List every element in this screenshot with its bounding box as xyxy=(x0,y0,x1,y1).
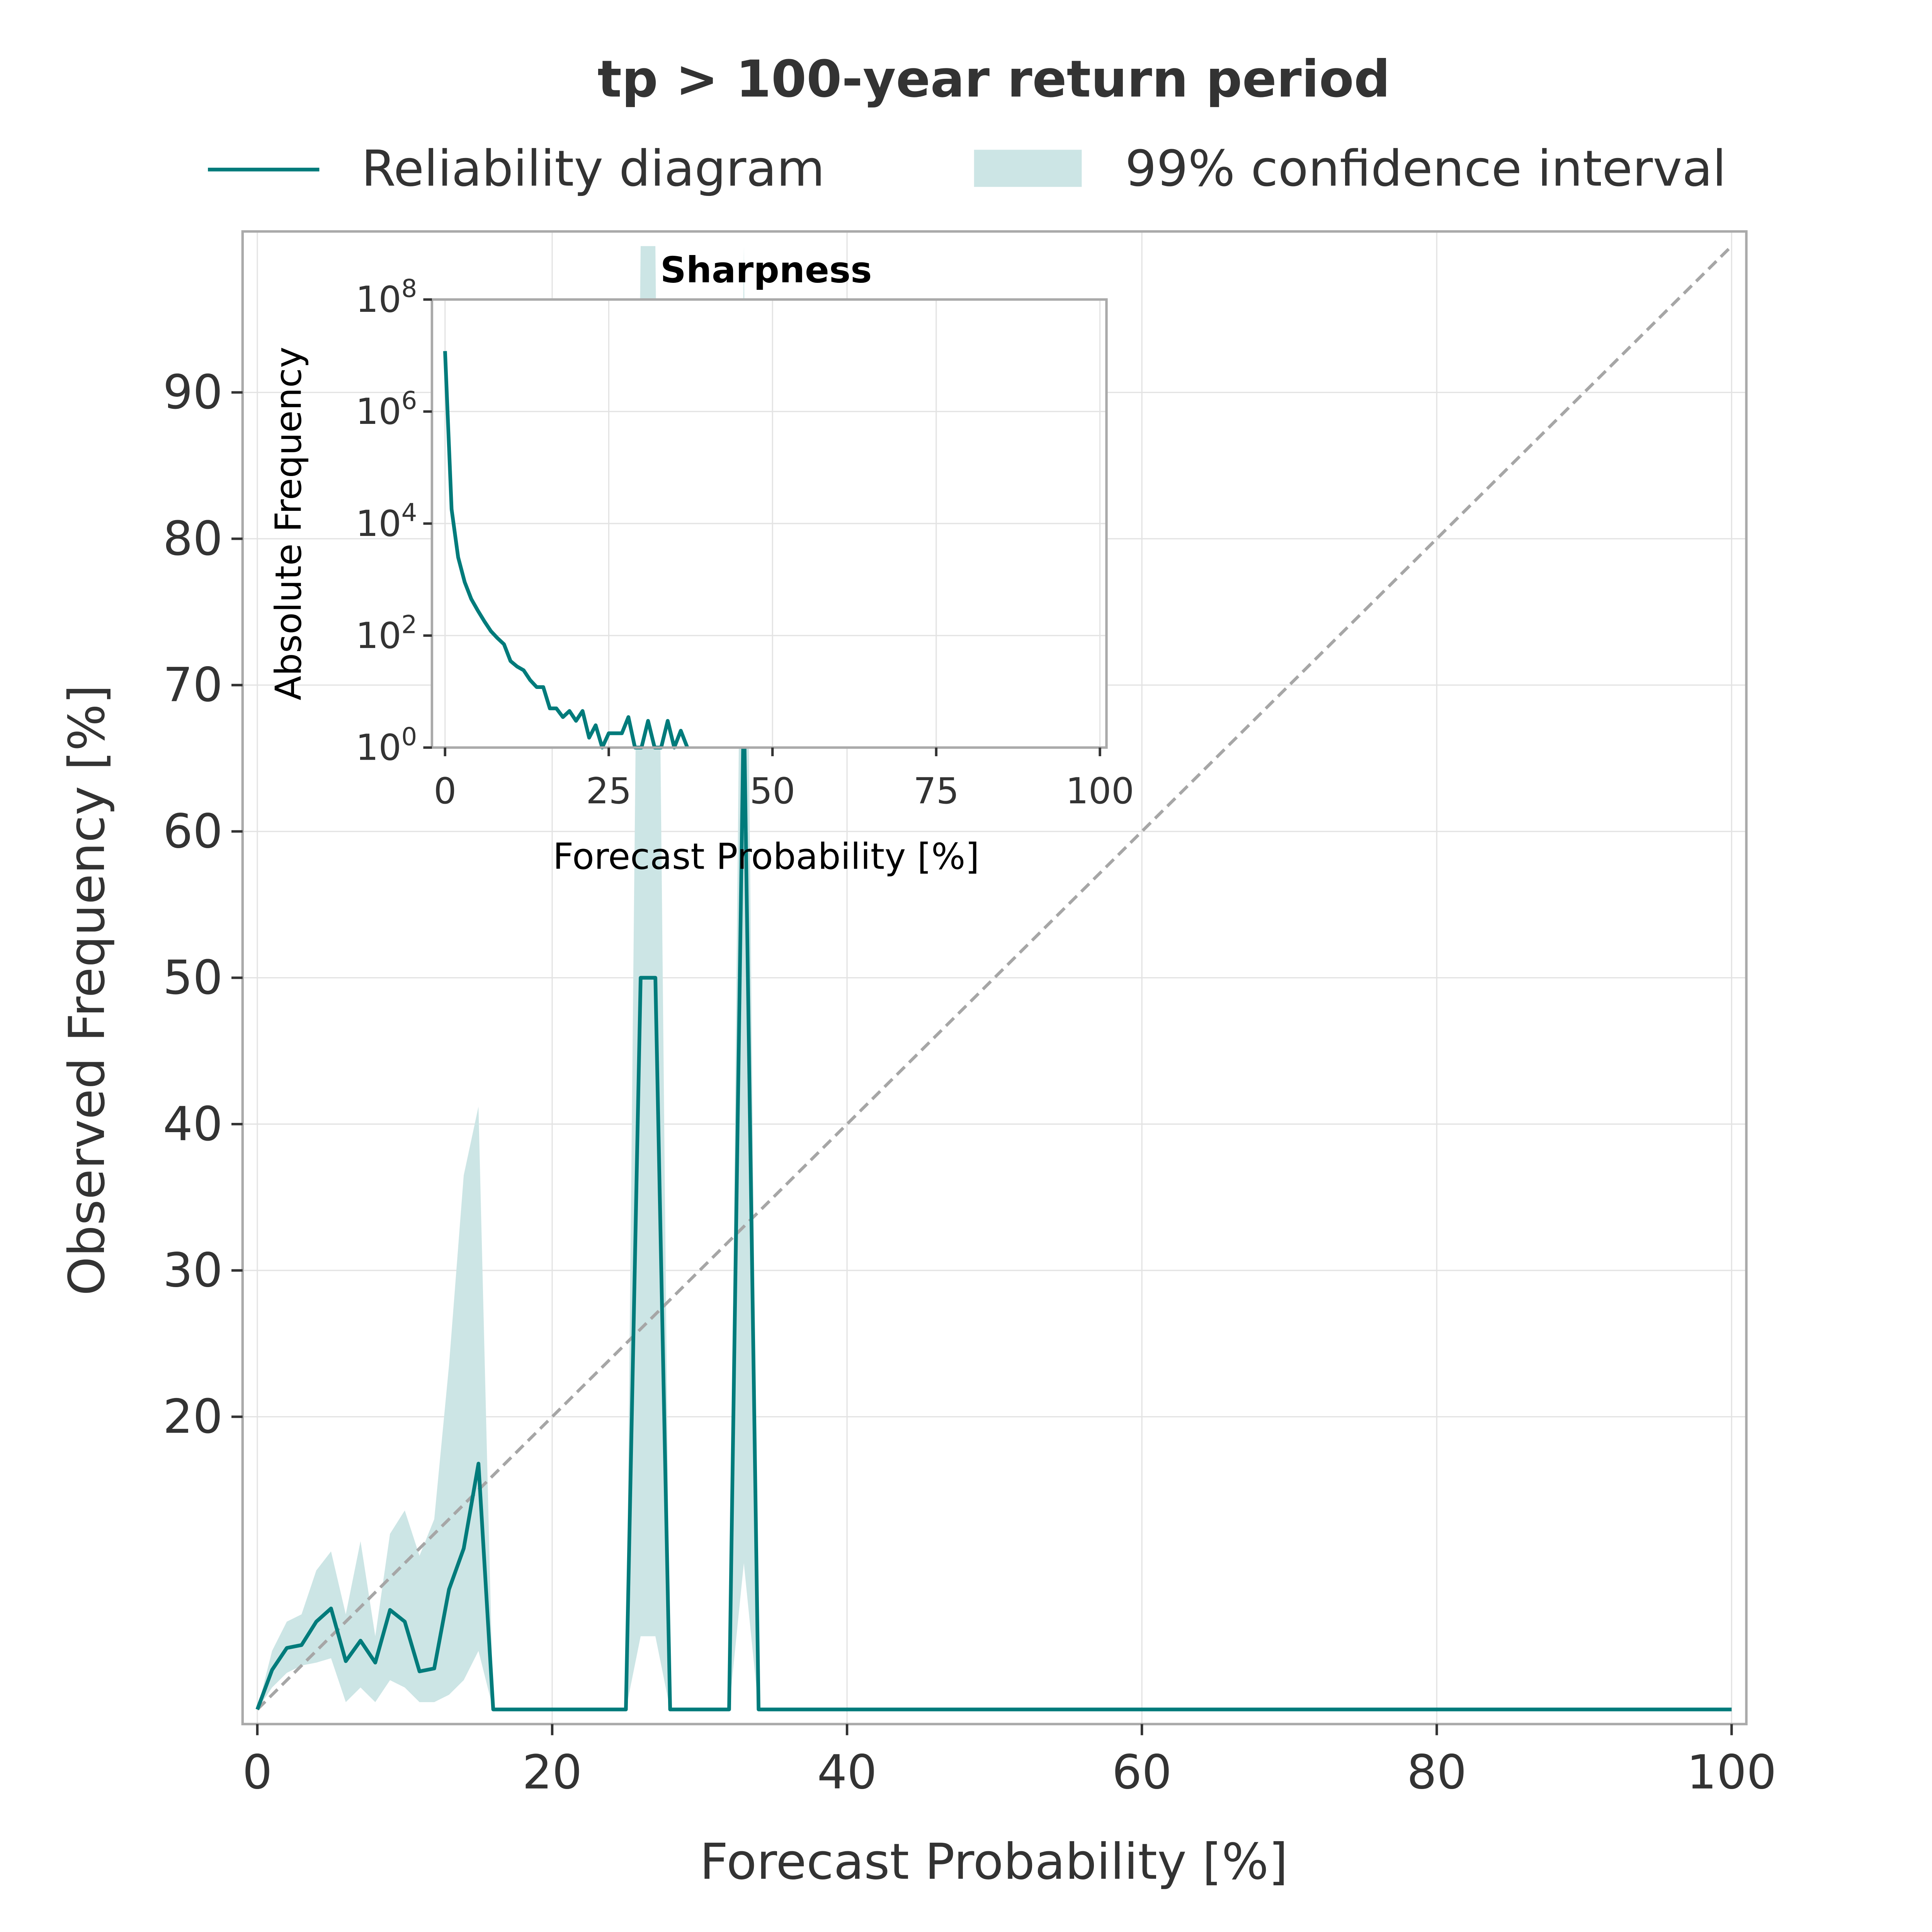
main-y-tick-label: 90 xyxy=(163,365,223,420)
inset-x-tick-label: 75 xyxy=(913,770,959,812)
confidence-band xyxy=(257,246,1732,1710)
inset-x-ticks: 0 25 50 75 100 xyxy=(434,747,1134,812)
main-y-ticks: 20 30 40 50 60 70 80 90 xyxy=(163,365,243,1444)
main-y-axis-label: Observed Frequency [%] xyxy=(58,685,116,1296)
main-y-tick-label: 30 xyxy=(163,1243,223,1298)
chart-title: tp > 100-year return period xyxy=(597,49,1390,109)
main-y-tick-label: 20 xyxy=(163,1389,223,1444)
main-x-tick-label: 100 xyxy=(1687,1745,1776,1799)
inset-x-tick-label: 50 xyxy=(750,770,795,812)
main-x-tick-label: 80 xyxy=(1407,1745,1467,1799)
reliability-polyline xyxy=(255,698,1732,1711)
reliability-chart: 0 20 40 60 80 100 20 30 40 50 60 70 80 90 Forecast P… xyxy=(58,230,1777,1891)
confidence-band-area xyxy=(257,246,1732,1710)
inset-y-ticks: 100 102 104 106 108 xyxy=(355,275,432,769)
main-y-tick-label: 40 xyxy=(163,1097,223,1151)
sharpness-inset: 0 25 50 75 100 100 102 104 106 108 Sharpness For… xyxy=(267,249,1134,877)
legend-label-confidence: 99% confidence interval xyxy=(1125,140,1726,197)
legend-label-reliability: Reliability diagram xyxy=(361,140,825,197)
sharpness-line xyxy=(443,351,689,750)
inset-y-axis-label: Absolute Frequency xyxy=(267,347,309,700)
main-x-ticks: 0 20 40 60 80 100 xyxy=(242,1724,1777,1799)
inset-title: Sharpness xyxy=(660,249,872,291)
legend-patch-swatch xyxy=(974,150,1082,187)
legend: Reliability diagram 99% confidence inter… xyxy=(208,140,1726,197)
reliability-line xyxy=(255,698,1732,1711)
inset-y-tick-label: 100 xyxy=(355,723,417,768)
main-y-tick-label: 50 xyxy=(163,950,223,1005)
main-y-tick-label: 70 xyxy=(163,658,223,713)
inset-x-tick-label: 100 xyxy=(1066,770,1134,812)
inset-x-tick-label: 0 xyxy=(434,770,456,812)
main-x-axis-label: Forecast Probability [%] xyxy=(700,1833,1288,1891)
main-x-tick-label: 20 xyxy=(522,1745,582,1799)
inset-y-tick-label: 104 xyxy=(355,498,417,544)
inset-x-tick-label: 25 xyxy=(586,770,631,812)
inset-y-tick-label: 102 xyxy=(355,611,417,656)
inset-y-tick-label: 108 xyxy=(355,275,417,320)
inset-x-axis-label: Forecast Probability [%] xyxy=(553,836,980,878)
inset-y-tick-label: 106 xyxy=(355,387,417,432)
main-y-tick-label: 60 xyxy=(163,804,223,859)
main-x-tick-label: 60 xyxy=(1112,1745,1172,1799)
sharpness-polyline xyxy=(443,351,689,750)
main-x-tick-label: 0 xyxy=(242,1745,272,1799)
main-x-tick-label: 40 xyxy=(817,1745,877,1799)
main-y-tick-label: 80 xyxy=(163,511,223,566)
